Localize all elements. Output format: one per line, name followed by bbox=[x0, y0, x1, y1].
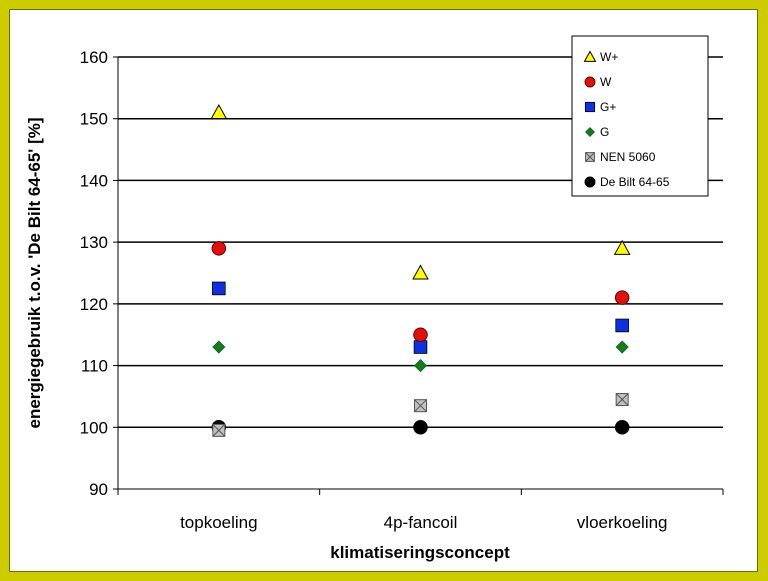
legend-label: NEN 5060 bbox=[600, 150, 656, 164]
point-de-bilt-64-65 bbox=[413, 420, 428, 435]
legend-label: De Bilt 64-65 bbox=[600, 175, 670, 189]
x-category-label: 4p-fancoil bbox=[384, 513, 458, 532]
point-de-bilt-64-65 bbox=[614, 420, 630, 435]
y-tick-label: 130 bbox=[80, 233, 108, 252]
legend-marker-w bbox=[584, 76, 596, 88]
point-w bbox=[412, 264, 429, 280]
marker-cross bbox=[585, 152, 595, 162]
y-tick-label: 110 bbox=[81, 357, 108, 376]
legend-marker-nen-5060 bbox=[585, 152, 595, 162]
y-tick-label: 160 bbox=[80, 48, 108, 67]
x-category-label: vloerkoeling bbox=[577, 513, 668, 532]
legend: W+ W G+ G NEN 5060 De Bilt 64-65 bbox=[571, 35, 709, 197]
axes bbox=[117, 57, 723, 490]
point-w bbox=[413, 327, 428, 342]
x-axis-title: klimatiseringsconcept bbox=[330, 543, 510, 562]
legend-label: W+ bbox=[600, 50, 618, 64]
marker-cross bbox=[212, 424, 226, 437]
legend-box bbox=[571, 35, 709, 197]
point-nen-5060 bbox=[414, 399, 427, 413]
legend-marker-g bbox=[585, 127, 595, 137]
legend-label: G+ bbox=[600, 100, 616, 114]
legend-marker-de-bilt-64-65 bbox=[584, 176, 596, 188]
y-tick-label: 140 bbox=[80, 171, 108, 190]
legend-marker-g bbox=[584, 101, 596, 113]
y-tick-labels: 90 100 110 120 130 140 150 160 bbox=[80, 48, 108, 499]
y-tick-label: 100 bbox=[80, 418, 108, 437]
legend-marker-w bbox=[583, 50, 597, 62]
point-nen-5060 bbox=[212, 423, 226, 437]
scatter-chart: 90 100 110 120 130 140 150 160 topkoeling 4p-fan… bbox=[25, 35, 724, 562]
point-g bbox=[212, 340, 226, 354]
point-g bbox=[413, 359, 428, 373]
legend-label: G bbox=[600, 125, 609, 139]
point-g bbox=[413, 340, 428, 354]
point-g bbox=[615, 318, 629, 333]
point-w bbox=[211, 241, 227, 256]
point-w bbox=[614, 290, 630, 305]
point-w bbox=[613, 239, 631, 255]
x-category-label: topkoeling bbox=[180, 513, 258, 532]
point-nen-5060 bbox=[615, 393, 629, 407]
y-tick-label: 150 bbox=[80, 110, 108, 129]
y-tick-label: 90 bbox=[89, 480, 108, 499]
marker-cross bbox=[615, 393, 629, 406]
marker-cross bbox=[414, 399, 427, 413]
point-g bbox=[615, 340, 629, 354]
y-tick-label: 120 bbox=[80, 295, 108, 314]
y-axis-title: energiegebruik t.o.v. 'De Bilt 64-65' [%… bbox=[25, 117, 44, 428]
x-category-labels: topkoeling 4p-fancoil vloerkoeling bbox=[180, 513, 667, 532]
chart-frame: 90 100 110 120 130 140 150 160 topkoeling 4p-fan… bbox=[9, 9, 758, 572]
data-points bbox=[210, 104, 631, 437]
point-w bbox=[210, 104, 228, 120]
legend-label: W bbox=[600, 75, 612, 89]
point-g bbox=[212, 281, 226, 296]
